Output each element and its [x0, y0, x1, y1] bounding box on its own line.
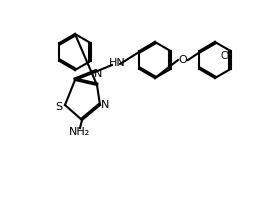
Text: O: O [179, 55, 187, 65]
Text: HN: HN [109, 58, 125, 68]
Text: NH₂: NH₂ [69, 127, 91, 137]
Text: N: N [101, 100, 109, 110]
Text: N: N [94, 69, 102, 79]
Text: Cl: Cl [221, 51, 230, 61]
Text: S: S [55, 102, 63, 112]
